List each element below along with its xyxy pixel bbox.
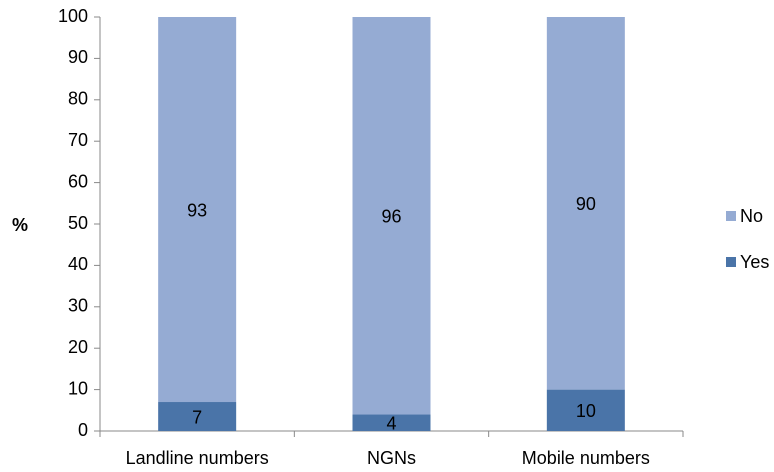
y-tick-label: 40	[68, 254, 88, 274]
bar-segment	[352, 414, 431, 431]
legend-swatch	[726, 211, 736, 221]
bar-segment	[546, 17, 625, 390]
data-label: 93	[187, 200, 207, 220]
x-tick-label: Mobile numbers	[522, 448, 650, 468]
data-label: 96	[381, 206, 401, 226]
y-tick-label: 50	[68, 213, 88, 233]
x-tick-label: Landline numbers	[126, 448, 269, 468]
bar-segment	[546, 389, 625, 431]
x-tick-label: NGNs	[367, 448, 416, 468]
data-label: 7	[192, 407, 202, 427]
data-label: 90	[576, 194, 596, 214]
y-tick-label: 20	[68, 337, 88, 357]
y-axis-label: %	[12, 215, 28, 235]
legend-label: Yes	[740, 252, 769, 272]
legend-swatch	[726, 257, 736, 267]
data-label: 10	[576, 401, 596, 421]
y-tick-label: 60	[68, 171, 88, 191]
y-tick-label: 70	[68, 130, 88, 150]
bar-segment	[352, 17, 431, 415]
legend-label: No	[740, 206, 763, 226]
bar-segment	[158, 402, 237, 431]
data-label: 4	[386, 413, 396, 433]
y-tick-label: 90	[68, 47, 88, 67]
y-tick-label: 80	[68, 89, 88, 109]
bar-segment	[158, 17, 237, 403]
y-tick-label: 100	[58, 6, 88, 26]
y-tick-label: 0	[78, 420, 88, 440]
y-tick-label: 10	[68, 378, 88, 398]
y-tick-label: 30	[68, 296, 88, 316]
